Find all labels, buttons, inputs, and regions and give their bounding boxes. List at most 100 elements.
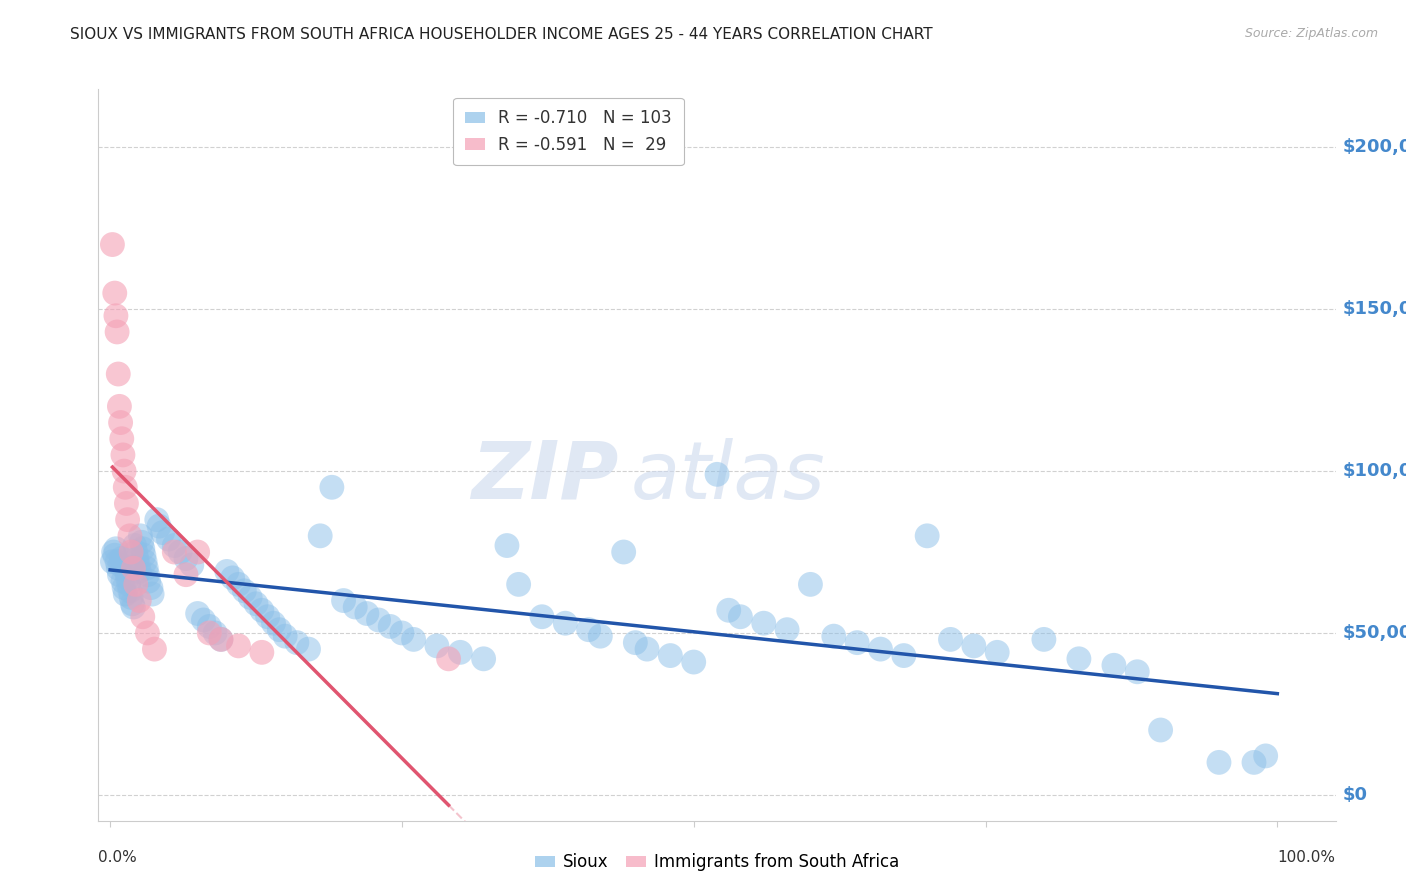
Point [1243,756,1265,770]
Point [530,609,553,624]
Point [122,600,145,615]
Point [285,635,308,649]
Point [108,400,131,414]
Point [939,632,962,647]
Point [245,597,267,611]
Point [107,367,129,381]
Point [496,539,519,553]
Point [135,561,157,575]
Point [730,609,752,624]
Point [893,648,915,663]
Point [129,529,152,543]
Point [163,545,186,559]
Point [115,496,138,510]
Point [209,632,232,647]
Point [128,593,150,607]
Point [1254,748,1277,763]
Point [263,616,285,631]
Point [449,645,471,659]
Point [118,583,141,598]
Point [187,545,209,559]
Point [963,639,986,653]
Point [391,626,413,640]
Point [706,467,728,482]
Point [1067,652,1090,666]
Point [297,642,319,657]
Text: atlas: atlas [630,438,825,516]
Point [437,652,460,666]
Text: 100.0%: 100.0% [1278,850,1336,865]
Point [717,603,740,617]
Point [198,619,221,633]
Point [239,591,262,605]
Point [209,632,232,647]
Point [986,645,1008,659]
Point [1208,756,1230,770]
Point [776,623,799,637]
Point [624,635,647,649]
Point [112,464,135,478]
Point [426,639,449,653]
Point [1149,723,1171,737]
Point [174,551,197,566]
Text: $50,000: $50,000 [1343,624,1406,642]
Point [472,652,495,666]
Text: $200,000: $200,000 [1343,138,1406,156]
Point [111,551,134,566]
Point [846,635,869,649]
Point [103,545,125,559]
Point [136,567,159,582]
Point [157,532,180,546]
Point [187,607,209,621]
Point [198,626,221,640]
Point [104,541,127,556]
Point [250,645,273,659]
Point [367,613,389,627]
Text: SIOUX VS IMMIGRANTS FROM SOUTH AFRICA HOUSEHOLDER INCOME AGES 25 - 44 YEARS CORR: SIOUX VS IMMIGRANTS FROM SOUTH AFRICA HO… [70,27,934,42]
Point [356,607,378,621]
Point [132,609,155,624]
Point [221,571,243,585]
Point [1102,658,1125,673]
Point [101,237,124,252]
Point [125,551,148,566]
Text: $0: $0 [1343,786,1368,804]
Point [121,597,143,611]
Point [915,529,938,543]
Point [204,626,226,640]
Point [134,555,156,569]
Point [110,416,132,430]
Point [228,577,250,591]
Point [132,541,155,556]
Point [139,581,162,595]
Point [141,587,163,601]
Point [589,629,612,643]
Point [114,480,136,494]
Point [138,574,160,589]
Point [131,535,153,549]
Point [128,565,150,579]
Legend: Sioux, Immigrants from South Africa: Sioux, Immigrants from South Africa [529,847,905,878]
Point [215,565,238,579]
Point [752,616,775,631]
Point [163,539,186,553]
Point [125,545,148,559]
Point [105,555,128,569]
Point [332,593,354,607]
Point [613,545,636,559]
Point [148,519,170,533]
Point [114,587,136,601]
Point [136,626,159,640]
Point [1032,632,1054,647]
Point [132,548,155,562]
Point [104,286,127,301]
Point [111,432,134,446]
Point [146,513,169,527]
Point [112,581,135,595]
Text: 0.0%: 0.0% [98,850,138,865]
Point [107,561,129,575]
Text: ZIP: ZIP [471,438,619,516]
Point [174,567,197,582]
Point [682,655,704,669]
Point [169,545,191,559]
